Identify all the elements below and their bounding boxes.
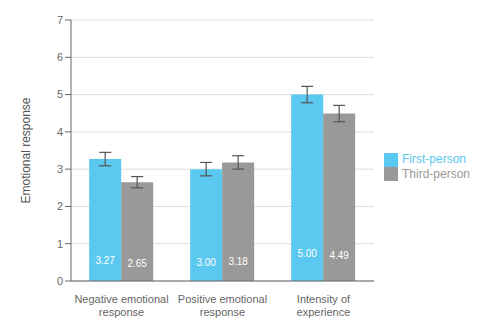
svg-text:Emotional response: Emotional response [19,97,33,203]
svg-text:4: 4 [57,126,63,138]
svg-text:3.27: 3.27 [95,255,115,266]
svg-text:5: 5 [57,88,63,100]
svg-text:3: 3 [57,163,63,175]
svg-text:Positive emotionalresponse: Positive emotionalresponse [178,293,267,318]
svg-text:3.18: 3.18 [228,256,248,267]
svg-text:1: 1 [57,238,63,250]
svg-text:Negative emotionalresponse: Negative emotionalresponse [74,293,168,318]
svg-text:7: 7 [57,14,63,26]
svg-text:4.49: 4.49 [329,250,349,261]
svg-text:5.00: 5.00 [297,248,317,259]
svg-text:Intensity ofexperience: Intensity ofexperience [297,293,351,318]
html-text:First-person: First-person [402,151,466,166]
svg-text:2: 2 [57,200,63,212]
html-text:Third-person: Third-person [402,166,470,181]
svg-text:3.00: 3.00 [196,257,216,268]
svg-text:2.65: 2.65 [127,258,147,269]
svg-text:0: 0 [57,275,63,287]
svg-text:6: 6 [57,51,63,63]
